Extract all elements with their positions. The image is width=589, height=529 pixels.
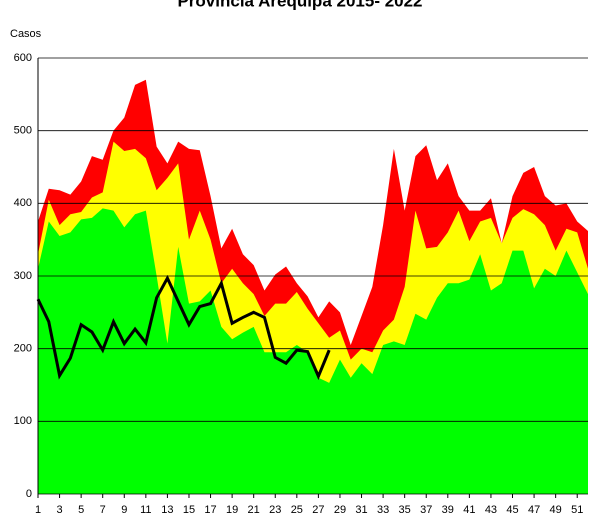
x-tick-label: 41	[463, 504, 475, 516]
y-tick-label: 0	[26, 488, 32, 500]
x-tick-label: 33	[377, 504, 389, 516]
area	[38, 208, 588, 495]
x-tick-label: 15	[183, 504, 195, 516]
x-tick-label: 17	[204, 504, 216, 516]
x-tick-label: 23	[269, 504, 281, 516]
y-tick-label: 200	[14, 343, 32, 355]
x-tick-label: 39	[442, 504, 454, 516]
line	[36, 274, 331, 381]
y-axis-label: Casos	[10, 28, 42, 40]
x-tick-label: 31	[355, 504, 367, 516]
x-tick-label: 49	[550, 504, 562, 516]
y-tick-label: 100	[14, 415, 32, 427]
x-tick-label: 7	[100, 504, 106, 516]
chart-title: Provincia Arequipa 2015- 2022	[177, 0, 422, 10]
x-tick-label: 27	[312, 504, 324, 516]
y-tick-label: 500	[14, 125, 32, 137]
x-tick-label: 13	[161, 504, 173, 516]
x-tick-label: 35	[399, 504, 411, 516]
x-tick-label: 43	[485, 504, 497, 516]
x-tick-label: 37	[420, 504, 432, 516]
x-tick-label: 29	[334, 504, 346, 516]
y-tick-label: 600	[14, 52, 32, 64]
x-tick-label: 21	[248, 504, 260, 516]
x-tick-label: 1	[35, 504, 41, 516]
x-tick-label: 9	[121, 504, 127, 516]
y-tick-label: 400	[14, 197, 32, 209]
x-tick-label: 19	[226, 504, 238, 516]
x-tick-label: 3	[57, 504, 63, 516]
x-tick-label: 47	[528, 504, 540, 516]
y-tick-label: 300	[14, 270, 32, 282]
x-tick-label: 11	[140, 504, 151, 516]
x-tick-label: 45	[506, 504, 518, 516]
x-tick-label: 25	[291, 504, 303, 516]
x-tick-label: 5	[78, 504, 84, 516]
x-tick-label: 51	[571, 504, 583, 516]
